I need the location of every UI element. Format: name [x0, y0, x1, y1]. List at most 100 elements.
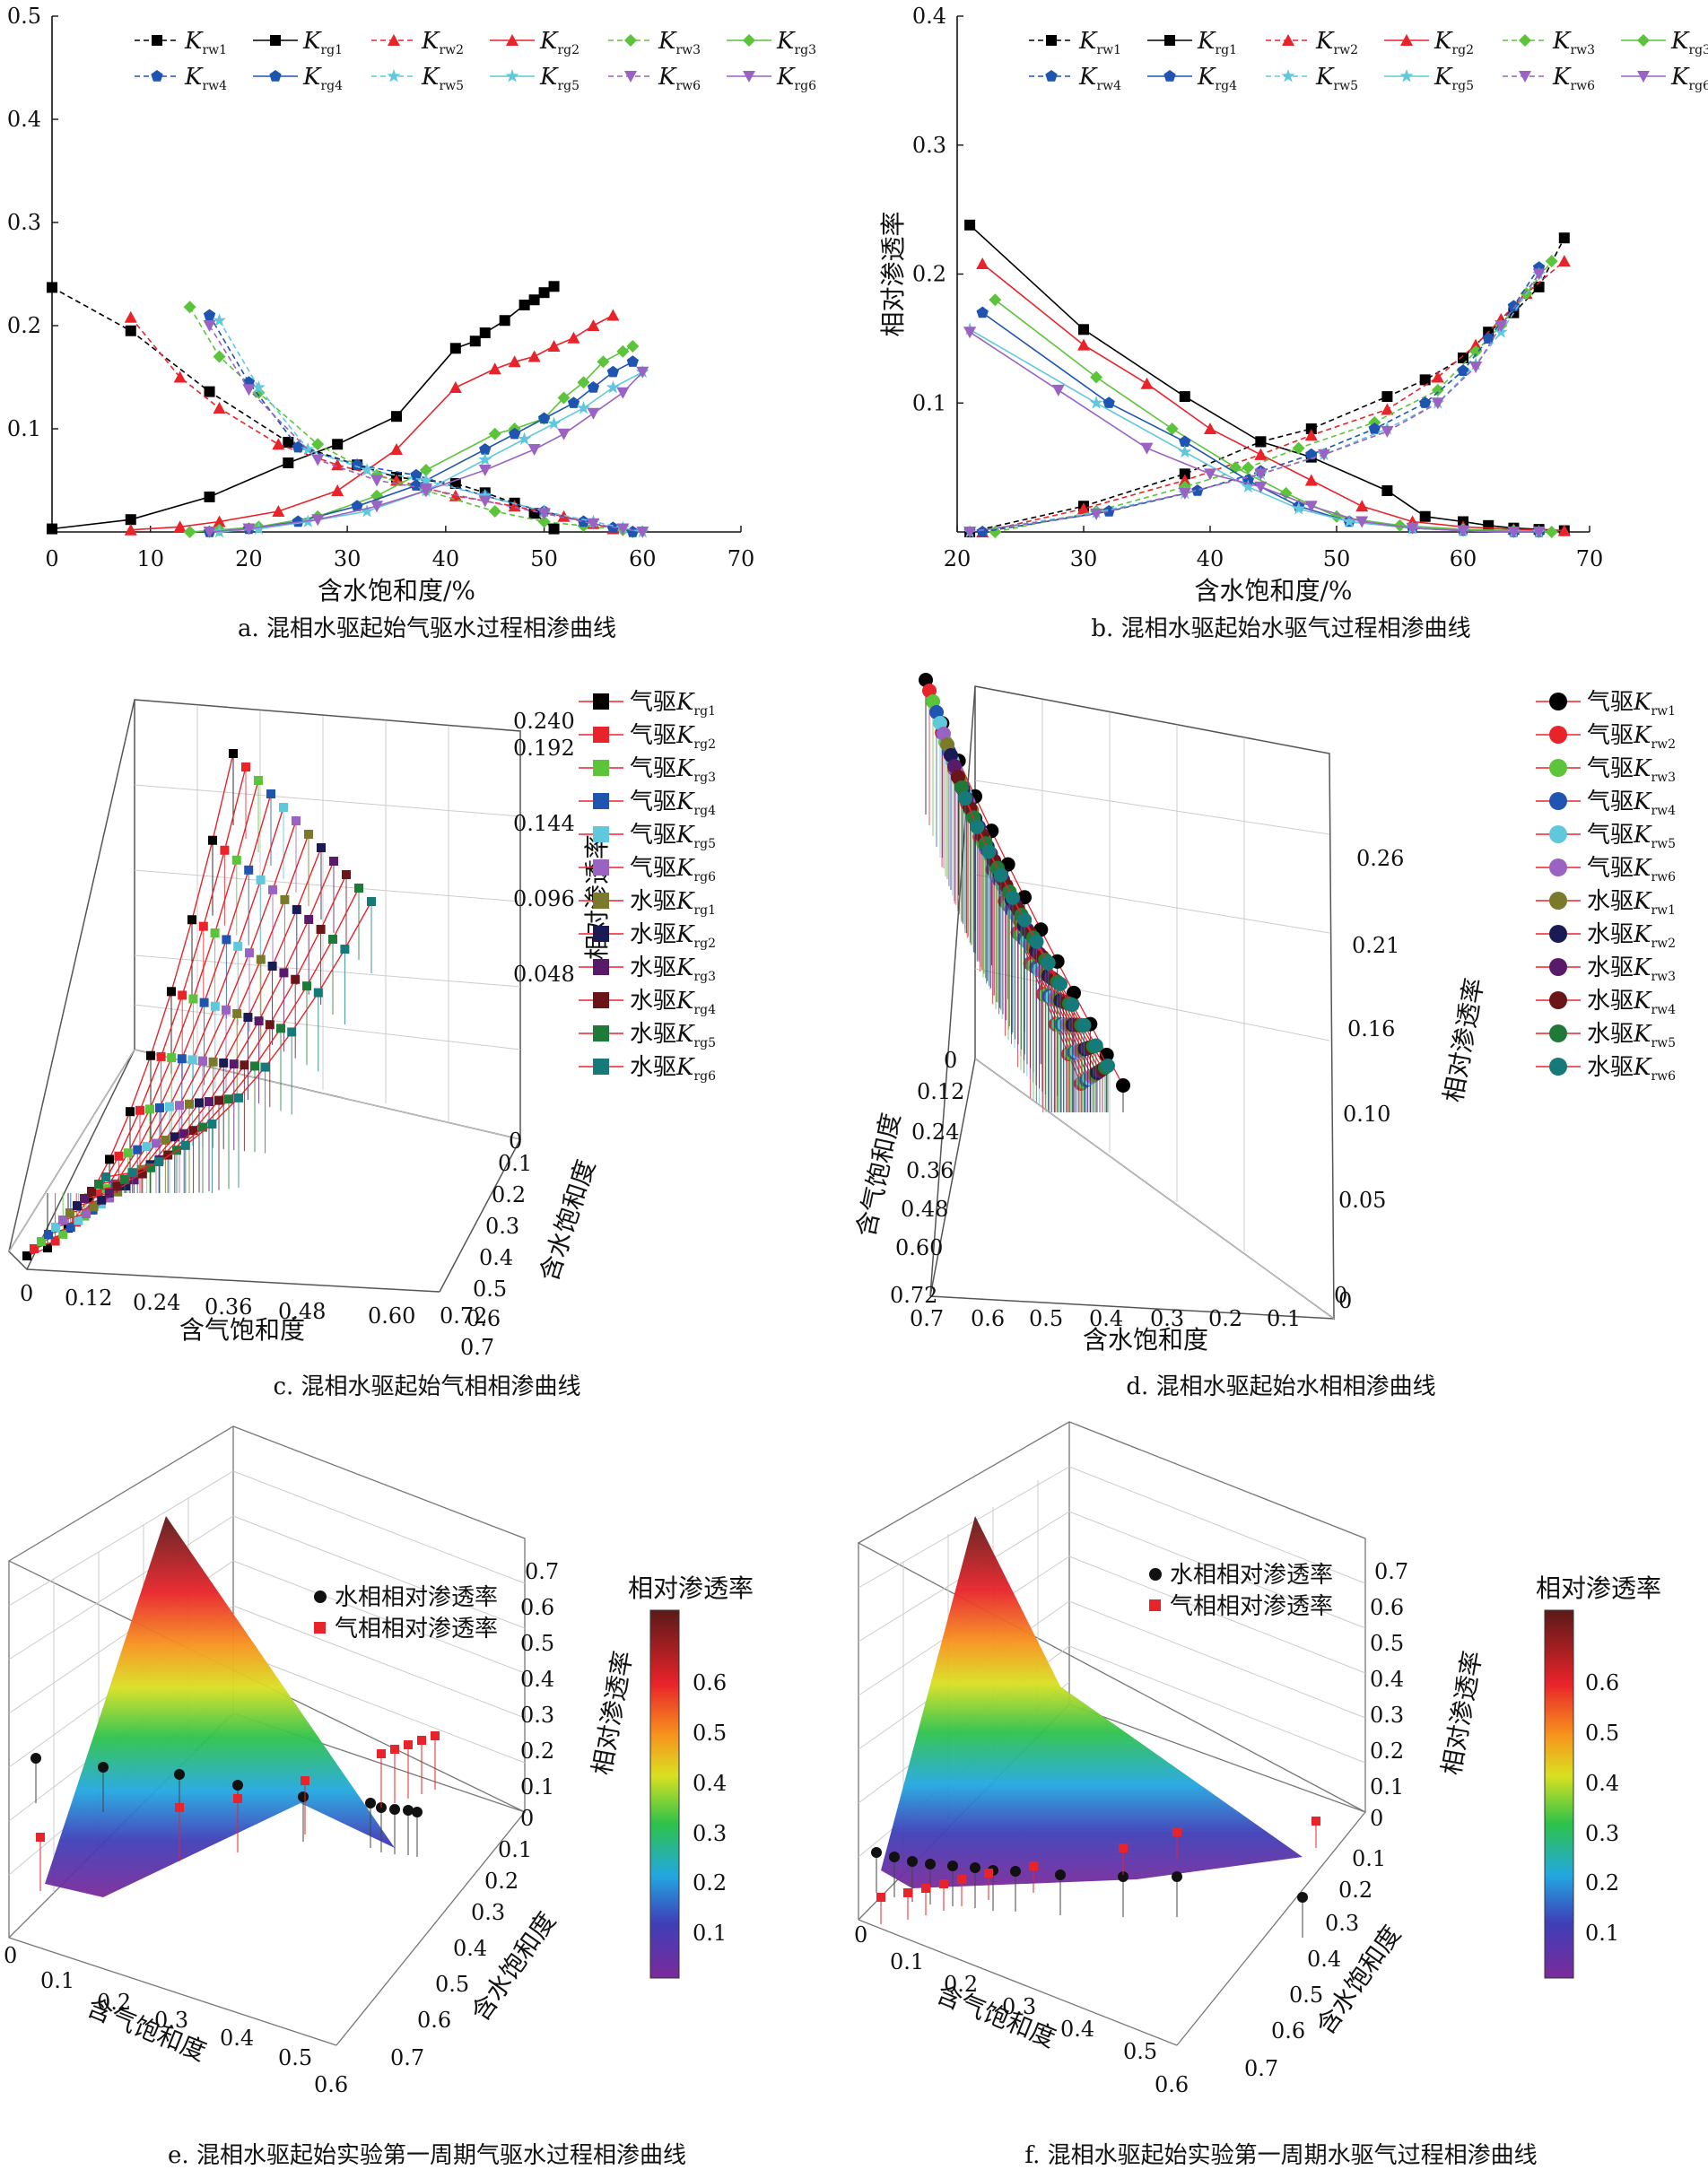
- data-point: [636, 366, 649, 379]
- c-ztick-1: 0.048: [513, 962, 575, 987]
- legend: Krw1 Krg1 Krw2 Krg2 Krw3 Krg3 Krw4 Krg4 Krw5 Krg5…: [1029, 28, 1708, 93]
- data-point: [1469, 362, 1483, 373]
- curve-point: [214, 1095, 223, 1105]
- data-point: [626, 340, 640, 353]
- data-point: [1381, 485, 1393, 496]
- water-point: [889, 1852, 900, 1862]
- data-point: [557, 391, 571, 405]
- data-point: [964, 219, 976, 231]
- curve-point: [222, 935, 231, 945]
- e-xtick-6: 0.6: [314, 2072, 348, 2097]
- curve-point: [175, 1101, 184, 1111]
- data-point: [332, 439, 344, 450]
- data-point: [203, 320, 216, 332]
- water-point: [1118, 1871, 1128, 1882]
- curve-point: [205, 1097, 214, 1107]
- c-ytick-1: 0.2: [492, 1182, 526, 1207]
- gas-point: [939, 1879, 948, 1888]
- curve-point: [30, 1244, 39, 1253]
- data-point: [587, 407, 600, 420]
- data-point: [1051, 384, 1065, 397]
- x-tick-label: 50: [1323, 546, 1351, 571]
- legend-label: Krw5: [1315, 64, 1358, 93]
- gas-point: [921, 1884, 930, 1893]
- curve-point: [316, 924, 326, 934]
- f-ylabel: 含水饱和度: [1311, 1920, 1407, 2040]
- legend-label: 水驱Krw1: [1587, 888, 1676, 918]
- legend-gas-f: 气相相对渗透率: [1170, 1593, 1333, 1620]
- data-point: [1381, 425, 1394, 438]
- e-xtick-4: 0.4: [220, 2026, 254, 2051]
- surface-f: [881, 1516, 1303, 1888]
- water-point: [1297, 1892, 1308, 1903]
- legend-marker: [624, 34, 637, 47]
- water-point: [403, 1805, 414, 1816]
- series-line: [218, 319, 643, 533]
- curve-point: [224, 1094, 233, 1104]
- legend-label: Krw2: [1315, 28, 1358, 57]
- data-point: [976, 526, 989, 537]
- y-tick-label: 0.4: [912, 4, 946, 29]
- data-point: [976, 257, 989, 269]
- curve-point: [188, 1126, 198, 1136]
- data-point: [1305, 423, 1317, 434]
- e-xtick-2: 0.2: [97, 1990, 131, 2015]
- e-ztick-2: 0.2: [520, 1739, 554, 1764]
- water-point: [925, 1859, 936, 1869]
- e-ztick-1: 0.1: [520, 1774, 554, 1800]
- data-point: [528, 294, 540, 306]
- legend-sphere: [1549, 858, 1567, 876]
- data-point: [508, 500, 521, 512]
- series-line: [130, 317, 614, 530]
- surface-e: [45, 1516, 395, 1897]
- legend-label: 气驱Krg6: [630, 855, 716, 885]
- curve-point: [51, 1223, 60, 1232]
- f-ytick-0: 0.1: [1352, 1846, 1386, 1871]
- water-point: [389, 1804, 400, 1815]
- legend-label: 水驱Krg4: [630, 988, 716, 1017]
- water-point: [1055, 1869, 1066, 1880]
- curve-point: [304, 830, 313, 839]
- c-ytick-0: 0.1: [498, 1151, 532, 1176]
- c-xlabel: 含气饱和度: [179, 1315, 305, 1345]
- legend-gas-e: 气相相对渗透率: [335, 1616, 498, 1643]
- curve-point: [208, 835, 217, 845]
- curve-point: [302, 981, 311, 991]
- x-axis-label: 含水饱和度/%: [318, 576, 475, 606]
- f-ztick-4: 0.4: [1370, 1667, 1404, 1692]
- d-ylabel: 含气饱和度: [854, 1111, 906, 1240]
- x-tick-label: 40: [432, 546, 460, 571]
- data-point: [527, 350, 541, 362]
- curve-sphere: [993, 867, 1008, 883]
- curve-point: [92, 1189, 102, 1198]
- c-ztick-0: 0: [509, 1129, 522, 1154]
- d-zlabel: 相对渗透率: [1438, 976, 1489, 1105]
- data-point: [1532, 268, 1546, 281]
- legend-marker: [743, 71, 755, 83]
- series-K_rg2: [124, 309, 620, 536]
- curve-sphere: [1053, 976, 1068, 991]
- data-point: [419, 485, 432, 497]
- data-point: [1255, 436, 1267, 448]
- curve-point: [231, 855, 241, 865]
- f-ytick-6: 0.7: [1244, 2056, 1278, 2081]
- water-point: [947, 1861, 958, 1871]
- legend-marker: [1163, 70, 1176, 82]
- legend-square: [593, 1025, 609, 1041]
- data-point: [1431, 397, 1444, 410]
- water-point: [907, 1856, 918, 1867]
- curve-point: [241, 763, 250, 771]
- legend-label: Krw6: [658, 64, 701, 93]
- data-point: [546, 416, 562, 430]
- water-point: [174, 1769, 185, 1780]
- series-line: [969, 274, 1540, 533]
- curve-point: [58, 1229, 68, 1239]
- series-K_rg4: [203, 355, 639, 537]
- curve-point: [105, 1155, 114, 1164]
- data-point: [1179, 391, 1190, 403]
- e-ztick-4: 0.4: [520, 1667, 554, 1692]
- legend-label: 气驱Krw2: [1587, 722, 1676, 752]
- series-K_rg3: [989, 293, 1558, 538]
- legend-marker: [1400, 34, 1413, 46]
- data-point: [1393, 519, 1407, 532]
